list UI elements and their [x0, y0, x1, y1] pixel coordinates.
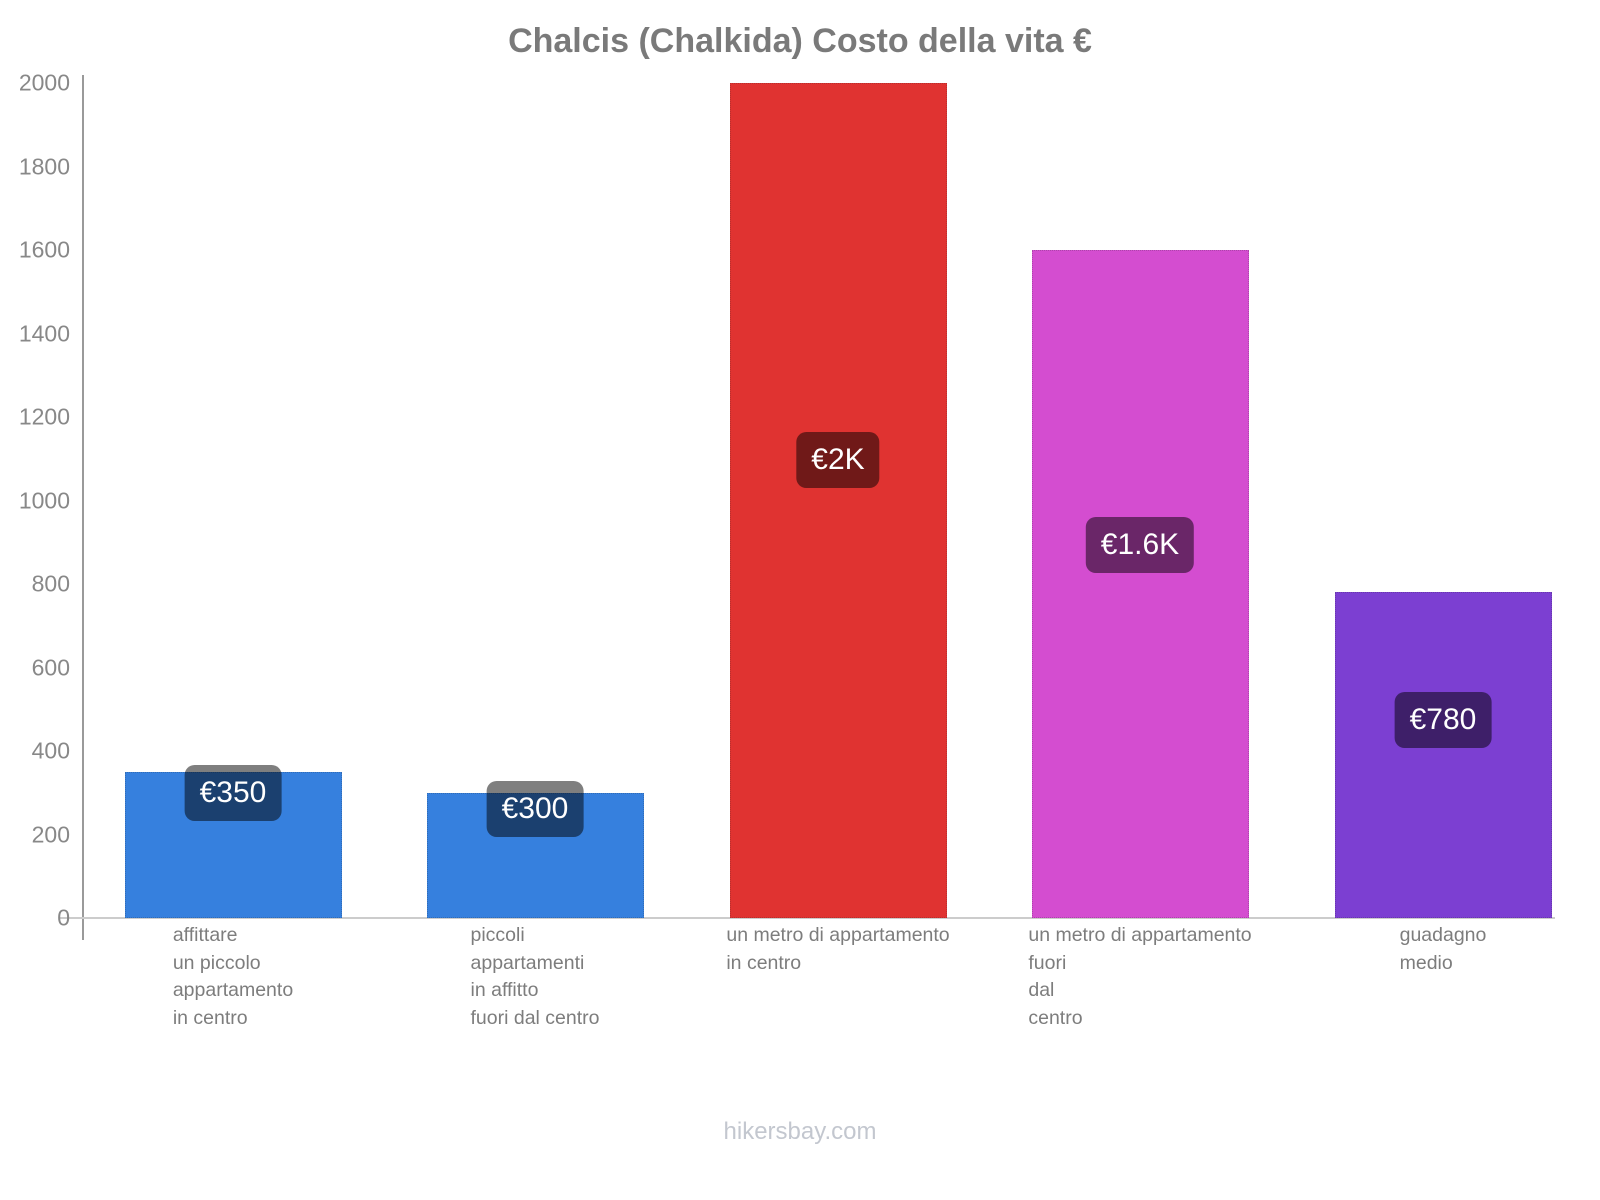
bar-value-label-4: €1.6K — [1085, 516, 1195, 573]
y-tick-label-1600: 1600 — [18, 236, 70, 263]
y-tick-label-400: 400 — [31, 737, 70, 764]
y-axis-line — [82, 75, 84, 940]
y-tick-label-200: 200 — [31, 821, 70, 847]
x-category-label-1: affittare un piccolo appartamento in cen… — [172, 924, 294, 1029]
bar-value-label-3: €2K — [796, 431, 880, 488]
bar-4[interactable]: €1.6K — [1031, 250, 1249, 918]
bar-value-label-1: €350 — [184, 765, 282, 822]
x-category-label-3: un metro di appartamento in centro — [726, 924, 950, 974]
x-category-label-4: un metro di appartamento fuori dal centr… — [1028, 924, 1252, 1029]
bar-1[interactable]: €350 — [124, 765, 342, 918]
y-tick-label-1400: 1400 — [18, 320, 70, 346]
y-tick-label-2000: 2000 — [18, 69, 70, 96]
y-tick-label-600: 600 — [31, 654, 70, 680]
footer-watermark: hikersbay.com — [723, 1118, 877, 1145]
y-tick-label-1800: 1800 — [18, 153, 70, 179]
y-tick-label-800: 800 — [31, 570, 70, 597]
x-category-label-5: guadagno medio — [1399, 924, 1487, 974]
y-tick-label-1000: 1000 — [18, 487, 70, 513]
bar-2[interactable]: €300 — [426, 780, 644, 918]
x-category-label-2: piccoli appartamenti in affitto fuori da… — [470, 924, 600, 1029]
y-tick-label-0: 0 — [57, 904, 70, 931]
bar-value-label-5: €780 — [1394, 692, 1492, 749]
x-axis-baseline — [60, 917, 1555, 919]
chart-title: Chalcis (Chalkida) Costo della vita € — [508, 22, 1092, 60]
y-tick-label-1200: 1200 — [18, 403, 70, 430]
bar-value-label-2: €300 — [486, 780, 584, 837]
bar-5[interactable]: €780 — [1334, 592, 1552, 918]
bar-3[interactable]: €2K — [729, 83, 947, 918]
